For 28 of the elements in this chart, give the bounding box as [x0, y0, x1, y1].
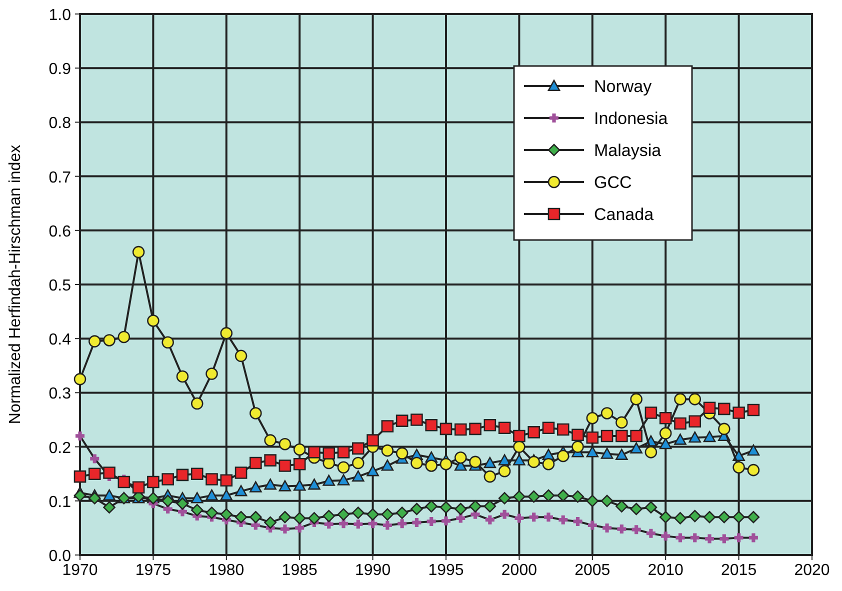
- x-tick-label: 1970: [62, 562, 98, 579]
- x-tick-label: 1980: [208, 562, 244, 579]
- x-tick-label: 1990: [355, 562, 391, 579]
- y-tick-label: 0.8: [48, 115, 72, 132]
- legend-label: Norway: [594, 77, 652, 96]
- y-tick-label: 0.5: [48, 278, 72, 294]
- x-tick-label: 2015: [721, 562, 757, 579]
- legend-label: GCC: [594, 173, 632, 192]
- y-tick-label: 0.7: [48, 169, 72, 186]
- x-tick-label: 2005: [574, 562, 610, 579]
- x-tick-label: 1975: [135, 562, 172, 579]
- y-tick-label: 0.0: [48, 548, 72, 565]
- y-tick-label: 0.3: [48, 386, 72, 403]
- legend-label: Malaysia: [594, 141, 662, 160]
- x-tick-label: 2000: [501, 562, 538, 579]
- y-axis-title: Normalized Herfindah-Hirschman index: [7, 144, 24, 424]
- y-tick-label: 1.0: [48, 7, 72, 24]
- x-tick-label: 2010: [648, 562, 684, 579]
- x-tick-label: 1995: [428, 562, 464, 579]
- x-tick-label: 2020: [794, 562, 830, 579]
- y-tick-label: 0.2: [48, 440, 72, 457]
- y-tick-label: 0.4: [48, 332, 72, 349]
- y-tick-label: 0.9: [48, 61, 72, 78]
- x-tick-label: 1985: [282, 562, 318, 579]
- legend-label: Indonesia: [594, 109, 668, 128]
- y-tick-label: 0.6: [48, 223, 72, 240]
- legend-label: Canada: [594, 205, 654, 224]
- y-tick-label: 0.1: [48, 494, 72, 511]
